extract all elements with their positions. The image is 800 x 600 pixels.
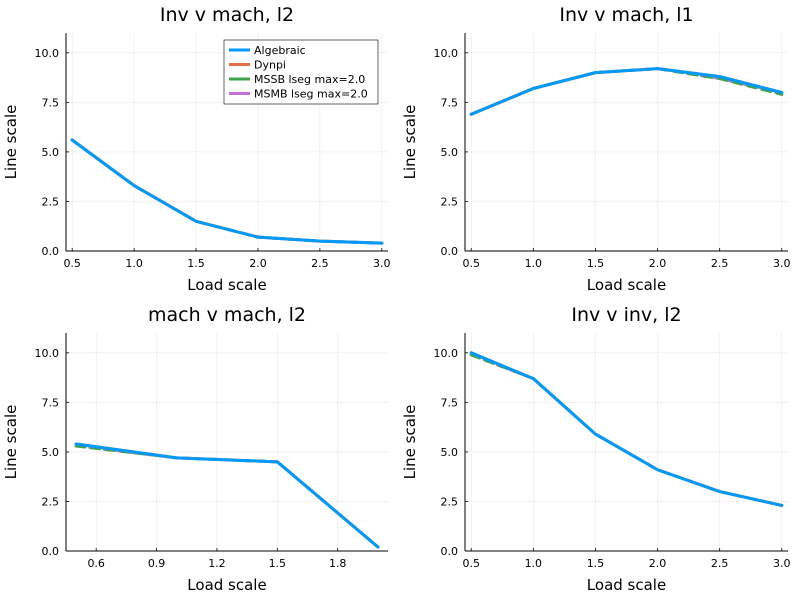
x-tick-label: 1.5 [187, 257, 205, 270]
x-axis-label: Load scale [587, 576, 666, 594]
y-tick-label: 2.5 [441, 195, 459, 208]
x-tick-label: 2.5 [711, 257, 729, 270]
x-tick-label: 3.0 [773, 257, 791, 270]
x-tick-label: 0.5 [63, 257, 81, 270]
y-axis-label: Line scale [401, 405, 419, 480]
y-tick-label: 7.5 [42, 96, 60, 109]
x-tick-label: 0.5 [462, 257, 480, 270]
x-tick-label: 1.5 [587, 257, 605, 270]
chart-title: Inv v mach, l1 [559, 4, 693, 26]
x-tick-label: 0.9 [148, 557, 166, 570]
chart-title: Inv v mach, l2 [160, 4, 294, 26]
y-tick-label: 5.0 [441, 146, 459, 159]
y-tick-label: 0.0 [42, 545, 60, 558]
x-tick-label: 2.0 [249, 257, 267, 270]
y-tick-label: 2.5 [441, 495, 459, 508]
series-line-mssb-lseg-max-2-0 [70, 138, 384, 245]
x-axis-label: Load scale [187, 576, 266, 594]
x-tick-label: 2.5 [711, 557, 729, 570]
series-line-msmb-lseg-max-2-0 [70, 138, 384, 245]
chart-title: mach v mach, l2 [148, 304, 306, 326]
x-tick-label: 1.5 [587, 557, 605, 570]
series-line-msmb-lseg-max-2-0 [469, 67, 784, 116]
legend-label: MSMB lseg max=2.0 [254, 88, 368, 101]
y-axis-label: Line scale [2, 105, 20, 180]
series-line-algebraic [70, 138, 384, 245]
legend-label: MSSB lseg max=2.0 [254, 73, 365, 86]
x-tick-label: 0.5 [462, 557, 480, 570]
y-tick-label: 10.0 [35, 47, 60, 60]
x-tick-label: 1.0 [525, 257, 543, 270]
series-line-msmb-lseg-max-2-0 [469, 353, 784, 507]
y-tick-label: 0.0 [441, 245, 459, 258]
y-tick-label: 7.5 [441, 396, 459, 409]
series-line-dynpi [469, 67, 784, 116]
legend-label: Algebraic [254, 44, 306, 57]
x-tick-label: 2.0 [649, 257, 667, 270]
x-tick-label: 0.6 [87, 557, 105, 570]
series-line-mssb-lseg-max-2-0 [469, 353, 784, 507]
series-line-mssb-lseg-max-2-0 [469, 67, 784, 116]
y-tick-label: 10.0 [35, 347, 60, 360]
y-tick-label: 10.0 [434, 347, 459, 360]
chart-title: Inv v inv, l2 [571, 304, 681, 326]
x-tick-label: 1.0 [525, 557, 543, 570]
y-tick-label: 2.5 [42, 195, 60, 208]
x-tick-label: 2.5 [311, 257, 329, 270]
y-tick-label: 10.0 [434, 47, 459, 60]
series-line-algebraic [74, 442, 380, 549]
x-tick-label: 1.5 [269, 557, 287, 570]
x-tick-label: 3.0 [773, 557, 791, 570]
x-axis-label: Load scale [187, 276, 266, 294]
series-line-algebraic [469, 67, 784, 116]
x-tick-label: 1.0 [125, 257, 143, 270]
y-tick-label: 7.5 [42, 396, 60, 409]
y-tick-label: 2.5 [42, 495, 60, 508]
y-axis-label: Line scale [401, 105, 419, 180]
subplot-1: 0.5 1.0 1.5 2.0 2.5 3.0 0.0 2.5 5.0 7.5 10.0 Inv v … [2, 4, 391, 294]
x-tick-label: 2.0 [649, 557, 667, 570]
x-tick-label: 3.0 [373, 257, 391, 270]
legend-label: Dynpi [254, 59, 286, 72]
y-tick-label: 0.0 [42, 245, 60, 258]
series-line-dynpi [70, 138, 384, 245]
subplot-3: 0.6 0.9 1.2 1.5 1.8 0.0 2.5 5.0 7.5 10.0 mach v ma… [2, 304, 388, 594]
y-tick-label: 5.0 [42, 446, 60, 459]
subplot-4: 0.5 1.0 1.5 2.0 2.5 3.0 0.0 2.5 5.0 7.5 10.0 Inv v … [401, 304, 791, 594]
x-tick-label: 1.2 [208, 557, 226, 570]
y-axis-label: Line scale [2, 405, 20, 480]
y-tick-label: 5.0 [42, 146, 60, 159]
series-line-dynpi [469, 351, 784, 507]
x-axis-label: Load scale [587, 276, 666, 294]
series-line-algebraic [469, 351, 784, 507]
y-tick-label: 7.5 [441, 96, 459, 109]
subplot-2: 0.5 1.0 1.5 2.0 2.5 3.0 0.0 2.5 5.0 7.5 10.0 Inv v … [401, 4, 791, 294]
x-tick-label: 1.8 [329, 557, 347, 570]
y-tick-label: 0.0 [441, 545, 459, 558]
y-tick-label: 5.0 [441, 446, 459, 459]
